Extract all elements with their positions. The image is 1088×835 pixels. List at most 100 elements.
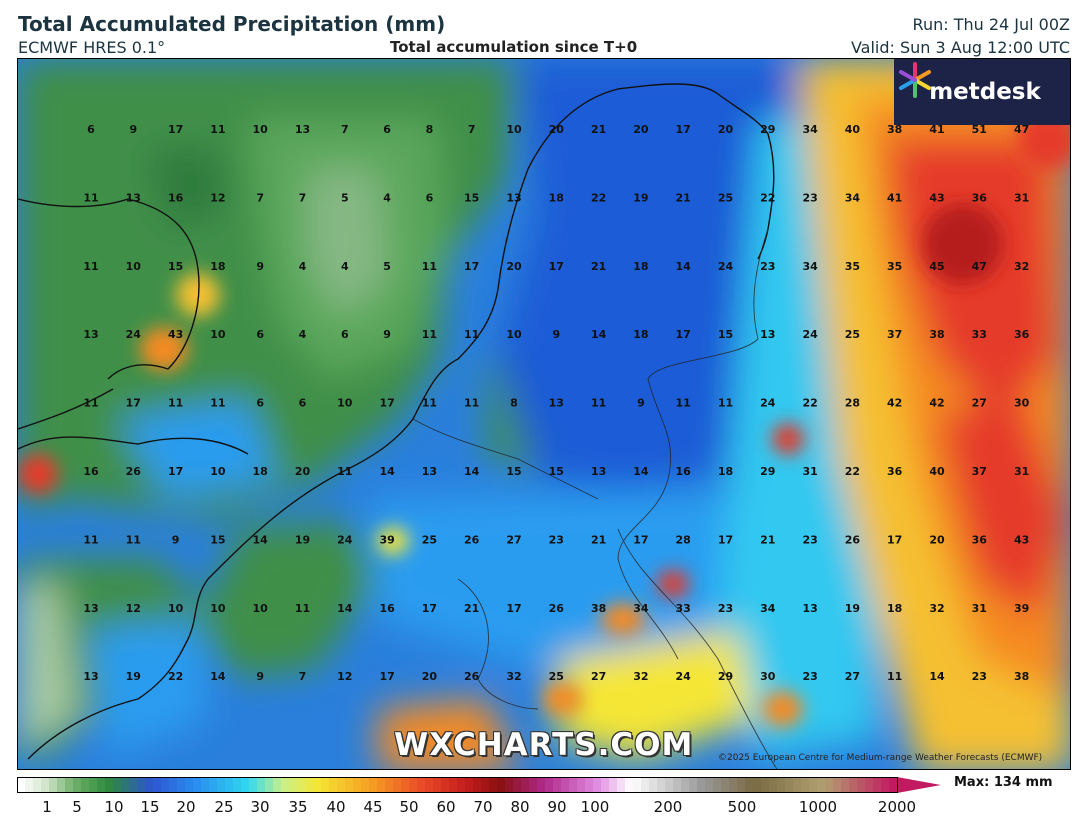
grid-value-label: 17 (887, 533, 902, 546)
grid-value-label: 10 (210, 328, 226, 341)
grid-value-label: 42 (887, 397, 902, 410)
colorbar-segment (129, 777, 138, 793)
colorbar-segment (585, 777, 594, 793)
grid-value-label: 13 (591, 465, 606, 478)
copyright-notice: ©2025 European Centre for Medium-range W… (718, 753, 1043, 763)
grid-value-label: 23 (972, 670, 987, 683)
grid-value-label: 4 (299, 328, 307, 341)
grid-value-label: 14 (337, 602, 353, 615)
colorbar-segment (657, 777, 666, 793)
colorbar-segment (145, 777, 154, 793)
metdesk-logo[interactable]: metdesk (894, 59, 1070, 125)
grid-value-label: 34 (633, 602, 649, 615)
grid-value-label: 11 (210, 123, 225, 136)
colorbar-segment (705, 777, 714, 793)
grid-value-label: 15 (718, 328, 733, 341)
grid-value-label: 6 (341, 328, 349, 341)
colorbar-segment (633, 777, 642, 793)
colorbar-segment (25, 777, 34, 793)
grid-value-label: 6 (426, 191, 434, 204)
grid-value-label: 13 (422, 465, 437, 478)
grid-value-label: 24 (802, 328, 818, 341)
colorbar-segment (345, 777, 354, 793)
grid-value-label: 21 (760, 533, 775, 546)
colorbar-segment (89, 777, 98, 793)
map-canvas: 6 9 17 11 10 13 7 6 8 7 10 20 21 20 17 20 29 34 40 38 41 51 47… (18, 59, 1070, 769)
grid-value-label: 26 (126, 465, 142, 478)
grid-value-label: 17 (633, 533, 648, 546)
colorbar-segment (617, 777, 626, 793)
colorbar-tick-label: 10 (104, 798, 124, 816)
grid-value-label: 21 (591, 260, 606, 273)
colorbar-segment (809, 777, 818, 793)
grid-value-label: 11 (83, 191, 98, 204)
grid-value-label: 17 (168, 123, 183, 136)
coastline (18, 83, 775, 760)
colorbar-segment (681, 777, 690, 793)
grid-value-label: 10 (168, 602, 184, 615)
colorbar-segment (201, 777, 210, 793)
colorbar-segment (177, 777, 186, 793)
grid-value-label: 15 (210, 533, 225, 546)
colorbar-segment (561, 777, 570, 793)
grid-value-label: 13 (83, 602, 98, 615)
grid-value-label: 47 (1014, 123, 1029, 136)
grid-value-label: 11 (422, 397, 437, 410)
colorbar-segment (225, 777, 234, 793)
grid-value-label: 26 (845, 533, 861, 546)
grid-value-label: 33 (676, 602, 691, 615)
grid-value-label: 14 (464, 465, 480, 478)
colorbar-segment (841, 777, 850, 793)
precipitation-map[interactable]: 6 9 17 11 10 13 7 6 8 7 10 20 21 20 17 20 29 34 40 38 41 51 47… (17, 58, 1071, 770)
grid-value-label: 21 (591, 123, 606, 136)
colorbar-segment (369, 777, 378, 793)
valid-time: Valid: Sun 3 Aug 12:00 UTC (850, 38, 1070, 57)
colorbar-segment (729, 777, 738, 793)
color-scale-bar (17, 777, 941, 793)
colorbar-segment (441, 777, 450, 793)
colorbar-segment (161, 777, 170, 793)
chart-subtitle: Total accumulation since T+0 (390, 38, 638, 56)
grid-value-label: 36 (1014, 328, 1030, 341)
colorbar-segment (233, 777, 242, 793)
grid-value-label: 14 (676, 260, 692, 273)
grid-value-label: 37 (972, 465, 987, 478)
grid-value-label: 9 (129, 123, 137, 136)
grid-value-label: 11 (126, 533, 141, 546)
colorbar-segment (881, 777, 890, 793)
grid-value-label: 32 (1014, 260, 1029, 273)
grid-value-label: 27 (591, 670, 606, 683)
grid-value-label: 17 (168, 465, 183, 478)
colorbar-segment (281, 777, 290, 793)
colorbar-segment (217, 777, 226, 793)
grid-value-label: 11 (591, 397, 606, 410)
colorbar-segment (537, 777, 546, 793)
colorbar-segment (577, 777, 586, 793)
grid-value-label: 11 (464, 397, 479, 410)
grid-value-label: 14 (253, 533, 269, 546)
grid-value-label: 12 (126, 602, 141, 615)
colorbar-segment (745, 777, 754, 793)
colorbar-segment (17, 777, 26, 793)
colorbar-segment (393, 777, 402, 793)
grid-value-label: 8 (426, 123, 434, 136)
value-grid: 6 9 17 11 10 13 7 6 8 7 10 20 21 20 17 20 29 34 40 38 41 51 47… (83, 123, 1029, 683)
max-value-label: Max: 134 mm (954, 775, 1053, 790)
colorbar-segment (665, 777, 674, 793)
colorbar-segment (81, 777, 90, 793)
grid-value-label: 26 (549, 602, 565, 615)
colorbar-tick-label: 60 (436, 798, 456, 816)
grid-value-label: 27 (972, 397, 987, 410)
grid-value-label: 22 (591, 191, 606, 204)
grid-value-label: 34 (760, 602, 776, 615)
colorbar-tick-label: 70 (473, 798, 493, 816)
model-label: ECMWF HRES 0.1° (18, 38, 166, 57)
colorbar-segment (329, 777, 338, 793)
grid-value-label: 6 (256, 328, 264, 341)
chart-title: Total Accumulated Precipitation (mm) (18, 12, 446, 36)
grid-value-label: 35 (887, 260, 902, 273)
colorbar-segment (593, 777, 602, 793)
grid-value-label: 11 (210, 397, 225, 410)
grid-value-label: 11 (295, 602, 310, 615)
grid-value-label: 7 (299, 191, 307, 204)
